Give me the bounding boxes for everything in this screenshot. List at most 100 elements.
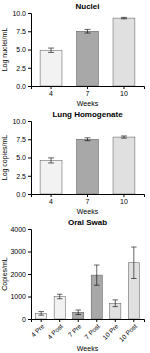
- error-cap: [75, 314, 81, 315]
- axis-line: [32, 87, 145, 90]
- tick-mark: [28, 50, 31, 51]
- tick-label: 7: [86, 90, 90, 97]
- tick-label: 4000: [10, 226, 26, 233]
- error-bar: [48, 158, 54, 163]
- error-cap: [121, 18, 127, 19]
- x-tick: 4 Pre: [30, 319, 46, 338]
- x-tick: 10 Post: [118, 319, 139, 343]
- tick-mark: [28, 13, 31, 14]
- error-cap: [48, 48, 54, 49]
- plot-area: [36, 247, 140, 319]
- y-tick: 10.0: [12, 10, 31, 17]
- error-cap: [57, 298, 63, 299]
- tick-mark: [28, 31, 31, 32]
- tick-label: 10: [120, 198, 128, 205]
- y-axis-title: Copies/mL: [1, 257, 9, 291]
- tick-mark: [28, 176, 31, 177]
- error-bar: [121, 17, 127, 18]
- tick-mark: [78, 319, 79, 322]
- axis-line: [28, 14, 32, 87]
- tick-label: 4 Post: [46, 322, 64, 340]
- x-axis-title: Weeks: [77, 345, 99, 352]
- error-line: [115, 300, 116, 307]
- error-bar: [121, 136, 127, 138]
- error-cap: [38, 315, 44, 316]
- y-tick: 2.5: [16, 172, 31, 179]
- error-line: [59, 294, 60, 299]
- tick-label: 5.0: [16, 46, 26, 53]
- error-cap: [85, 29, 91, 30]
- error-bar: [131, 247, 137, 279]
- y-axis: 01000200030004000: [10, 226, 31, 323]
- error-bar: [57, 294, 63, 299]
- error-cap: [85, 137, 91, 138]
- tick-mark: [28, 68, 31, 69]
- y-tick: 7.5: [16, 28, 31, 35]
- x-tick: 7 Post: [83, 319, 101, 340]
- tick-label: 2.5: [16, 64, 26, 71]
- tick-mark: [28, 139, 31, 140]
- tick-label: 10.0: [12, 10, 26, 17]
- error-line: [123, 136, 124, 138]
- axis-line: [32, 320, 145, 323]
- tick-label: 0.0: [16, 83, 26, 90]
- tick-label: 3000: [10, 248, 26, 255]
- x-axis-title: Weeks: [77, 208, 99, 215]
- x-tick: 4: [49, 194, 53, 205]
- error-cap: [48, 157, 54, 158]
- error-cap: [113, 299, 119, 300]
- error-cap: [131, 278, 137, 279]
- error-bar: [94, 265, 100, 285]
- x-tick: 4: [49, 86, 53, 97]
- x-axis: 4 7 10: [32, 86, 145, 97]
- tick-mark: [41, 319, 42, 322]
- tick-mark: [87, 86, 88, 89]
- x-axis: 4 Pre4 Post7 Pre7 Post10 Pre10 Post: [30, 319, 145, 343]
- tick-label: 10 Post: [118, 322, 139, 343]
- error-cap: [131, 247, 137, 248]
- x-tick: 7: [86, 194, 90, 205]
- tick-label: 10.0: [12, 118, 26, 125]
- error-line: [78, 310, 79, 315]
- tick-mark: [28, 229, 31, 230]
- x-tick: 7: [86, 86, 90, 97]
- tick-label: 7.5: [16, 28, 26, 35]
- tick-label: 1000: [10, 293, 26, 300]
- plot-area: [40, 136, 135, 194]
- axis-line: [32, 195, 145, 198]
- tick-label: 4 Pre: [30, 322, 46, 338]
- error-line: [133, 247, 134, 279]
- y-axis: 0.02.55.07.510.0: [12, 118, 31, 198]
- y-axis-title: Log copies/mL: [1, 135, 9, 181]
- x-tick: 10: [120, 194, 128, 205]
- tick-label: 0: [22, 316, 26, 323]
- panel: 010002000300040004 Pre4 Post7 Pre7 Post1…: [1, 218, 145, 352]
- error-line: [96, 265, 97, 285]
- error-cap: [48, 162, 54, 163]
- tick-mark: [133, 319, 134, 322]
- plot-area: [40, 17, 135, 86]
- error-cap: [113, 306, 119, 307]
- tick-label: 2.5: [16, 172, 26, 179]
- y-tick: 0.0: [16, 83, 31, 90]
- tick-mark: [96, 319, 97, 322]
- error-bar: [85, 138, 91, 141]
- error-bar: [75, 310, 81, 315]
- x-tick: 7 Pre: [67, 319, 83, 338]
- error-cap: [94, 265, 100, 266]
- title: Nuclei: [75, 2, 99, 11]
- y-tick: 0: [22, 316, 31, 323]
- tick-mark: [28, 194, 31, 195]
- tick-label: 5.0: [16, 154, 26, 161]
- bar: [40, 160, 62, 194]
- error-cap: [48, 52, 54, 53]
- tick-mark: [87, 194, 88, 197]
- error-bar: [113, 300, 119, 307]
- error-line: [87, 29, 88, 33]
- error-cap: [85, 33, 91, 34]
- y-tick: 4000: [10, 226, 31, 233]
- tick-mark: [28, 252, 31, 253]
- x-axis-title: Weeks: [77, 100, 99, 107]
- tick-label: 10: [120, 90, 128, 97]
- bar: [77, 139, 99, 194]
